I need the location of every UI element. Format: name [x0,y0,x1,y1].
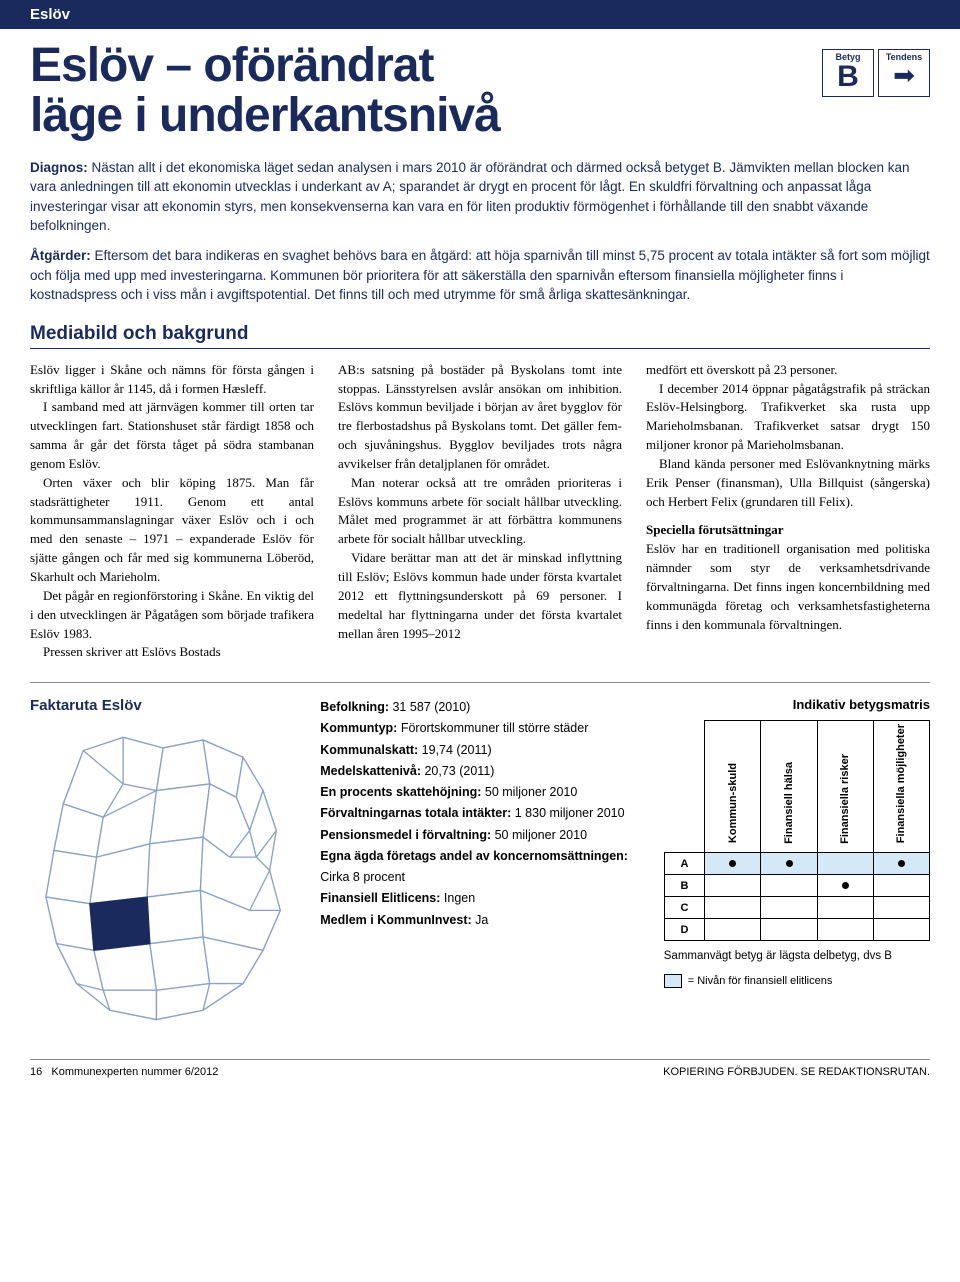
matrix-cell [873,875,929,897]
matrix-row-label: C [664,897,705,919]
matrix-col-header: Finansiella möjligheter [873,721,929,853]
body-col-2: AB:s satsning på bostäder på Byskolans t… [338,361,622,663]
factbox-left: Faktaruta Eslöv [30,697,296,1035]
matrix-cell [817,875,873,897]
matrix-row-label: D [664,919,705,941]
grade-tendens-box: Tendens ➡ [878,49,930,97]
fact-value: 20,73 (2011) [424,764,494,778]
body-text: I samband med att järnvägen kommer till … [30,398,314,473]
matrix-title: Indikativ betygsmatris [664,697,930,712]
matrix-cell [705,875,761,897]
body-col-1: Eslöv ligger i Skåne och nämns för först… [30,361,314,663]
fact-key: En procents skattehöjning: [320,785,481,799]
tendens-arrow-icon: ➡ [893,62,915,92]
body-text: Vidare berättar man att det är minskad i… [338,549,622,643]
factbox-matrix: Indikativ betygsmatris Kommun-skuld Fina… [664,697,930,1035]
section-heading: Mediabild och bakgrund [30,323,930,349]
matrix-legend: = Nivån för finansiell elitlicens [664,974,930,988]
body-text: Eslöv har en traditionell organisation m… [646,540,930,634]
legend-swatch [664,974,682,988]
matrix-cell [817,919,873,941]
matrix-row: B [664,875,929,897]
footer-publication: Kommunexperten nummer 6/2012 [51,1066,218,1078]
legend-text: = Nivån för finansiell elitlicens [688,975,833,987]
matrix-cell [705,853,761,875]
matrix-row: A [664,853,929,875]
matrix-row-label: A [664,853,705,875]
matrix-cell [761,875,817,897]
matrix-table: Kommun-skuld Finansiell hälsa Finansiell… [664,720,930,941]
fact-key: Finansiell Elitlicens: [320,891,440,905]
matrix-col-header: Kommun-skuld [705,721,761,853]
body-text: Man noterar också att tre områden priori… [338,474,622,549]
body-text: AB:s satsning på bostäder på Byskolans t… [338,361,622,474]
diagnos-text: Nästan allt i det ekonomiska läget sedan… [30,160,909,234]
fact-key: Medelskattenivå: [320,764,421,778]
fact-value: 50 miljoner 2010 [495,828,587,842]
fact-value: 1 830 miljoner 2010 [515,806,625,820]
matrix-cell [873,853,929,875]
title-line1: Eslöv – oförändrat [30,39,433,92]
matrix-cell [817,853,873,875]
fact-value: 50 miljoner 2010 [485,785,577,799]
fact-key: Egna ägda företags andel av koncernomsät… [320,849,628,863]
grade-betyg-box: Betyg B [822,49,874,97]
fact-key: Kommunalskatt: [320,743,418,757]
fact-key: Befolkning: [320,700,389,714]
body-columns: Eslöv ligger i Skåne och nämns för först… [30,361,930,663]
matrix-cell [705,897,761,919]
footer-page-number: 16 [30,1066,42,1078]
atgarder-label: Åtgärder: [30,248,91,263]
body-text: Bland kända personer med Eslövanknytning… [646,455,930,512]
body-text: medfört ett överskott på 23 personer. [646,361,930,380]
body-text: Pressen skriver att Eslövs Bostads [30,643,314,662]
factbox-row: Faktaruta Eslöv [30,682,930,1035]
fact-value: Cirka 8 procent [320,870,405,884]
matrix-cell [873,897,929,919]
map-skane [30,724,296,1030]
factbox-facts: Befolkning: 31 587 (2010) Kommuntyp: För… [320,697,640,1035]
body-text: I december 2014 öppnar pågatågstrafik på… [646,380,930,455]
fact-value: 19,74 (2011) [422,743,492,757]
fact-value: Förortskommuner till större städer [401,721,589,735]
fact-key: Pensionsmedel i förvaltning: [320,828,491,842]
grade-betyg-value: B [823,62,873,96]
matrix-row: C [664,897,929,919]
footer-copyright: KOPIERING FÖRBJUDEN. SE REDAKTIONSRUTAN. [663,1066,930,1078]
page-footer: 16 Kommunexperten nummer 6/2012 KOPIERIN… [30,1059,930,1078]
matrix-cell [817,897,873,919]
body-subhead: Speciella förutsättningar [646,521,930,540]
body-text: Det pågår en regionförstoring i Skåne. E… [30,587,314,644]
fact-value: 31 587 (2010) [392,700,470,714]
title-line2: läge i underkantsnivå [30,89,500,142]
intro-block: Diagnos: Nästan allt i det ekonomiska lä… [30,158,930,305]
matrix-col-header: Finansiella risker [817,721,873,853]
matrix-row-label: B [664,875,705,897]
fact-value: Ja [475,913,488,927]
atgarder-text: Eftersom det bara indikeras en svaghet b… [30,248,930,302]
page-title: Eslöv – oförändrat läge i underkantsnivå [30,41,500,142]
matrix-cell [761,919,817,941]
matrix-col-header: Finansiell hälsa [761,721,817,853]
fact-key: Förvaltningarnas totala intäkter: [320,806,511,820]
diagnos-label: Diagnos: [30,160,88,175]
body-text: Eslöv ligger i Skåne och nämns för först… [30,361,314,399]
matrix-cell [761,897,817,919]
factbox-title: Faktaruta Eslöv [30,697,296,714]
fact-value: Ingen [444,891,475,905]
matrix-cell [705,919,761,941]
matrix-cell [761,853,817,875]
header-municipality: Eslöv [0,0,960,29]
map-highlight-eslov [90,897,150,950]
matrix-note: Sammanvägt betyg är lägsta delbetyg, dvs… [664,949,930,964]
body-text: Orten växer och blir köping 1875. Man få… [30,474,314,587]
grade-boxes: Betyg B Tendens ➡ [822,49,930,97]
fact-key: Kommuntyp: [320,721,397,735]
matrix-row: D [664,919,929,941]
fact-key: Medlem i KommunInvest: [320,913,471,927]
matrix-cell [873,919,929,941]
body-col-3: medfört ett överskott på 23 personer. I … [646,361,930,663]
